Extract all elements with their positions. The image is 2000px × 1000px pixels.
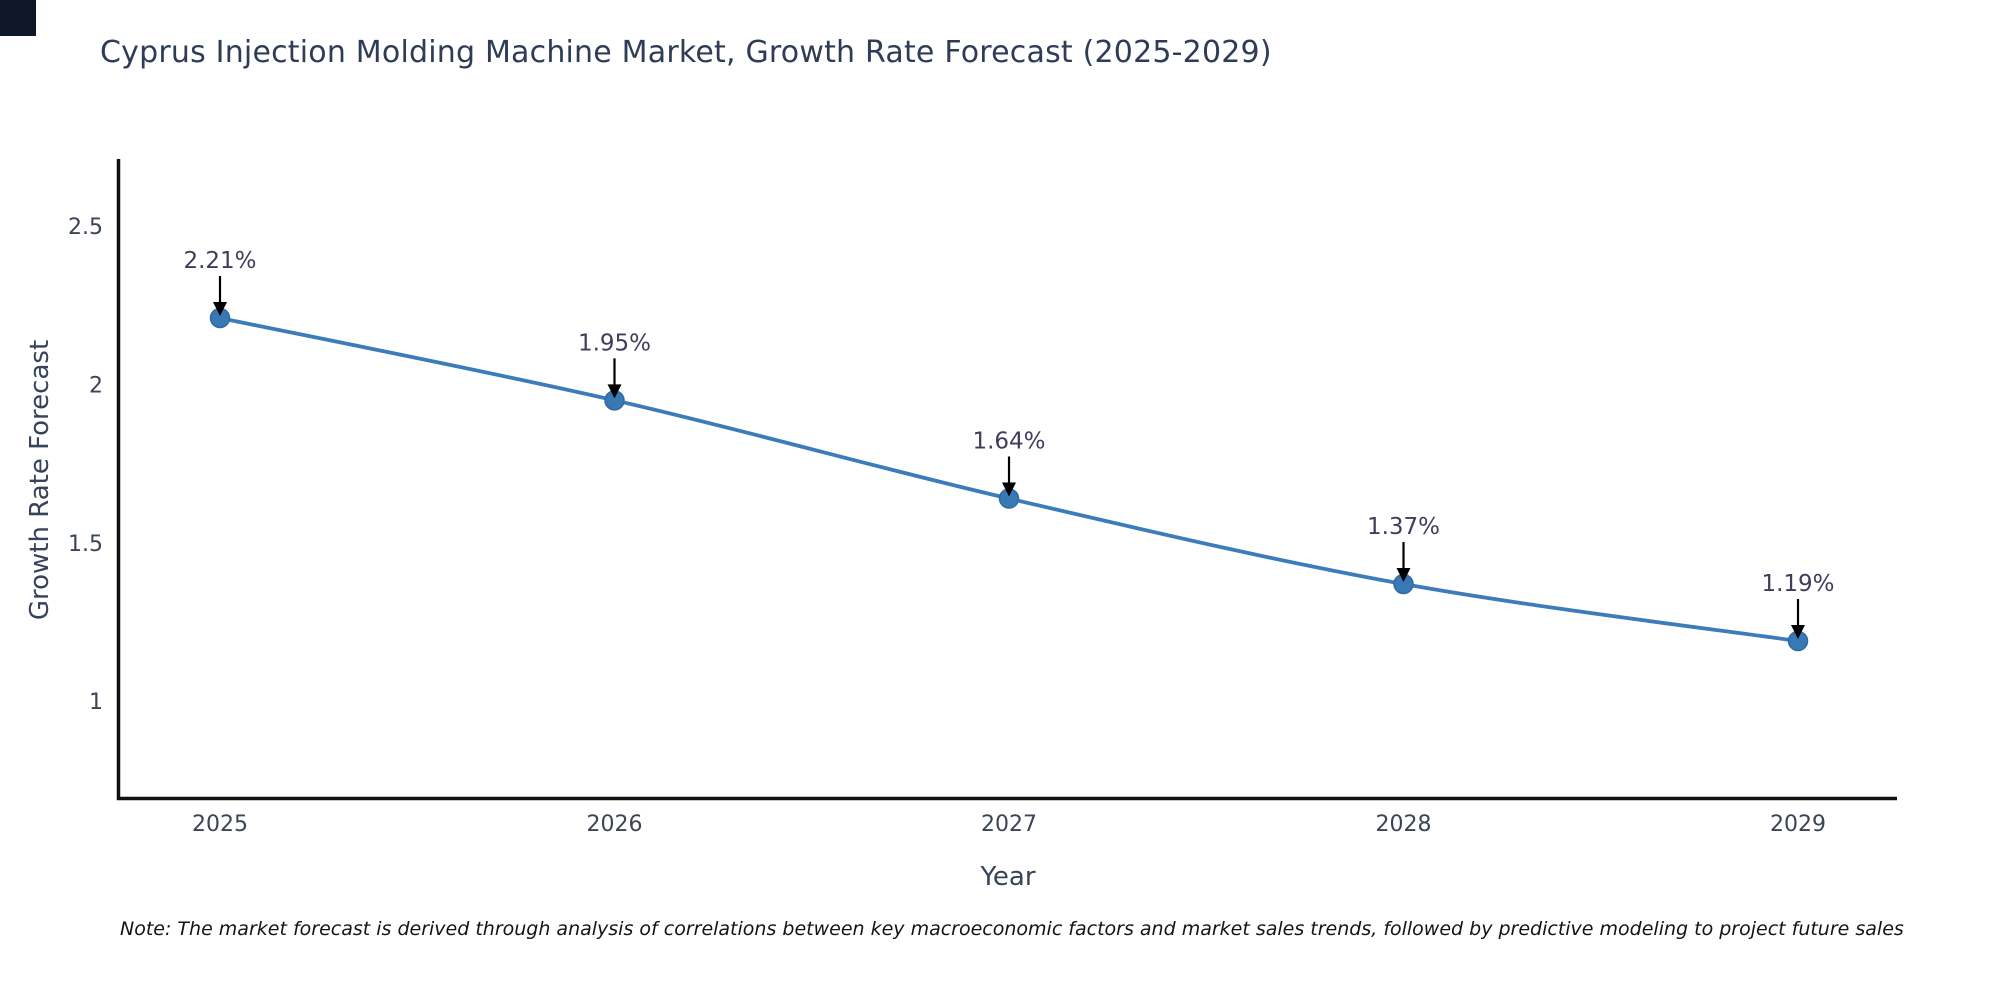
axes	[116, 159, 1897, 801]
x-tick-label: 2029	[1770, 812, 1826, 837]
point-value-label: 1.37%	[1367, 514, 1440, 540]
point-annotation: 2.21%	[183, 248, 257, 316]
y-axis-title: Growth Rate Forecast	[25, 340, 55, 620]
footnote: Note: The market forecast is derived thr…	[120, 918, 1904, 940]
point-value-label: 2.21%	[183, 248, 256, 274]
x-tick-label: 2026	[587, 812, 643, 837]
annotation-arrow-head-icon	[213, 301, 227, 316]
y-axis-tick-labels: 1 1.5 2 2.5	[68, 215, 103, 715]
y-tick-label: 1.5	[68, 532, 103, 557]
annotation-arrow-head-icon	[1002, 482, 1016, 497]
x-tick-label: 2028	[1376, 812, 1432, 837]
point-annotation: 1.19%	[1761, 571, 1835, 640]
point-value-label: 1.95%	[578, 330, 651, 356]
annotation-arrow-head-icon	[607, 384, 622, 399]
y-tick-label: 2	[89, 374, 103, 399]
annotations: 2.21% 1.95% 1.64% 1.37% 1.19%	[183, 248, 1835, 640]
y-tick-label: 2.5	[68, 215, 103, 240]
point-annotation: 1.64%	[972, 429, 1046, 497]
point-annotation: 1.95%	[578, 330, 651, 399]
corner-mark	[0, 0, 36, 36]
x-axis-title: Year	[979, 862, 1035, 892]
x-axis-tick-labels: 2025 2026 2027 2028 2029	[192, 812, 1826, 837]
y-tick-label: 1	[89, 690, 103, 715]
x-tick-label: 2025	[192, 812, 248, 837]
point-value-label: 1.19%	[1761, 571, 1834, 597]
chart-title: Cyprus Injection Molding Machine Market,…	[100, 35, 1272, 70]
annotation-arrow-head-icon	[1396, 568, 1411, 583]
point-annotation: 1.37%	[1367, 514, 1440, 583]
point-value-label: 1.64%	[972, 429, 1045, 455]
x-tick-label: 2027	[981, 812, 1037, 837]
annotation-arrow-head-icon	[1791, 625, 1805, 640]
